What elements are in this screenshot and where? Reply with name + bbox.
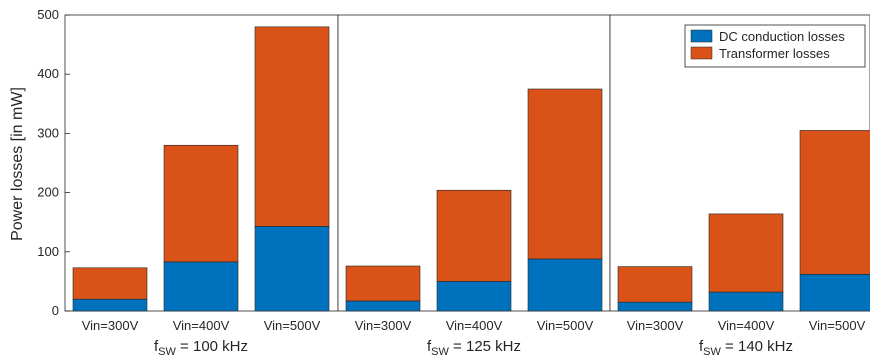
bar-transformer (799, 130, 870, 275)
bar-dc-conduction (436, 281, 512, 312)
x-tick-label: Vin=400V (446, 318, 503, 333)
bar-dc-conduction (163, 261, 239, 312)
bar-transformer (527, 88, 603, 260)
bar-dc-conduction (708, 291, 784, 312)
bar-transformer (345, 265, 421, 302)
x-tick-label: Vin=300V (355, 318, 412, 333)
y-axis-label: Power losses [in mW] (9, 87, 26, 241)
x-tick-label: Vin=300V (627, 318, 684, 333)
bar-transformer (617, 266, 693, 303)
bar-dc-conduction (254, 226, 330, 312)
legend-label: Transformer losses (719, 46, 830, 61)
x-tick-label: Vin=400V (173, 318, 230, 333)
bar-transformer (254, 26, 330, 227)
group-label: fSW = 140 kHz (699, 338, 793, 358)
x-tick-label: Vin=400V (718, 318, 775, 333)
y-tick-label: 400 (37, 66, 59, 81)
bar-dc-conduction (617, 301, 693, 312)
x-tick-label: Vin=500V (264, 318, 321, 333)
bar-transformer (436, 189, 512, 282)
legend-box (684, 24, 866, 68)
y-tick-label: 500 (37, 7, 59, 22)
y-tick-label: 300 (37, 125, 59, 140)
legend-swatch (690, 29, 713, 43)
bar-transformer (163, 144, 239, 263)
y-tick-label: 200 (37, 185, 59, 200)
group-label: fSW = 100 kHz (154, 338, 248, 358)
legend: DC conduction losses Transformer losses (684, 24, 866, 68)
legend-swatch (690, 46, 713, 60)
y-tick-label: 0 (52, 303, 59, 318)
x-tick-label: Vin=500V (537, 318, 594, 333)
y-tick-label: 100 (37, 244, 59, 259)
legend-label: DC conduction losses (719, 29, 845, 44)
bar-dc-conduction (527, 258, 603, 312)
x-tick-label: Vin=300V (82, 318, 139, 333)
bar-transformer (72, 267, 148, 300)
bar-dc-conduction (72, 298, 148, 312)
x-tick-label: Vin=500V (809, 318, 866, 333)
group-label: fSW = 125 kHz (427, 338, 521, 358)
bar-dc-conduction (799, 273, 870, 312)
bar-dc-conduction (345, 300, 421, 312)
bar-transformer (708, 213, 784, 293)
